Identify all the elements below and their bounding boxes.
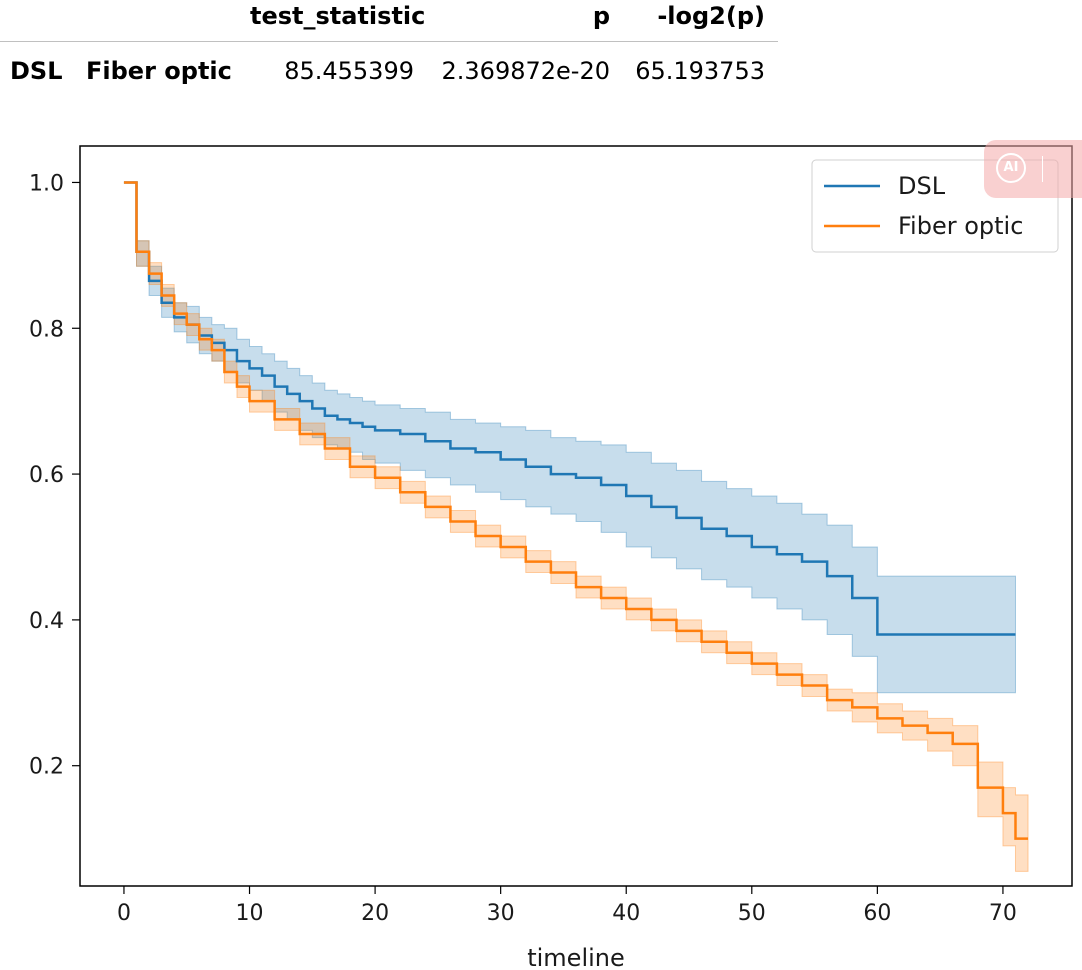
plot-frame bbox=[79, 145, 1073, 887]
x-tick-label: 20 bbox=[361, 901, 389, 926]
y-axis: 0.2 0.4 0.6 0.8 1.0 bbox=[29, 171, 80, 780]
survival-lines bbox=[123, 181, 1029, 840]
x-tick-label: 30 bbox=[487, 901, 515, 926]
x-tick-label: 50 bbox=[738, 901, 766, 926]
y-tick-label: 0.8 bbox=[29, 317, 64, 342]
series-line-fiber-optic bbox=[123, 181, 1029, 840]
cell-test-statistic: 85.455399 bbox=[284, 57, 414, 85]
row-index-group-2: Fiber optic bbox=[86, 57, 232, 85]
ai-assistant-icon: AI bbox=[996, 153, 1026, 183]
confidence-bands bbox=[123, 181, 1029, 872]
legend-label-dsl: DSL bbox=[898, 172, 946, 200]
badge-divider bbox=[1042, 156, 1043, 182]
ai-assistant-badge[interactable]: AI bbox=[984, 140, 1082, 198]
cell-neg-log2-p: 65.193753 bbox=[635, 57, 765, 85]
x-tick-label: 40 bbox=[612, 901, 640, 926]
x-tick-label: 60 bbox=[863, 901, 891, 926]
x-tick-label: 0 bbox=[117, 901, 131, 926]
cell-p: 2.369872e-20 bbox=[441, 57, 610, 85]
y-tick-label: 0.6 bbox=[29, 463, 64, 488]
x-tick-label: 70 bbox=[989, 901, 1017, 926]
row-index-group-1: DSL bbox=[10, 57, 63, 85]
x-axis: 0 10 20 30 40 50 60 70 bbox=[117, 886, 1017, 926]
x-tick-label: 10 bbox=[236, 901, 264, 926]
y-tick-label: 1.0 bbox=[29, 171, 64, 196]
column-header-p: p bbox=[592, 2, 610, 30]
header-divider bbox=[0, 41, 778, 42]
y-tick-label: 0.2 bbox=[29, 755, 64, 780]
ci-band-fiber-optic bbox=[123, 181, 1029, 872]
ci-band-dsl bbox=[123, 181, 1016, 694]
column-header-neg-log2-p: -log2(p) bbox=[657, 2, 765, 30]
x-axis-label: timeline bbox=[527, 944, 625, 970]
legend-label-fiber-optic: Fiber optic bbox=[898, 212, 1023, 240]
column-header-test-statistic: test_statistic bbox=[250, 2, 426, 30]
y-tick-label: 0.4 bbox=[29, 609, 64, 634]
results-table: test_statistic p -log2(p) DSL Fiber opti… bbox=[0, 0, 780, 100]
